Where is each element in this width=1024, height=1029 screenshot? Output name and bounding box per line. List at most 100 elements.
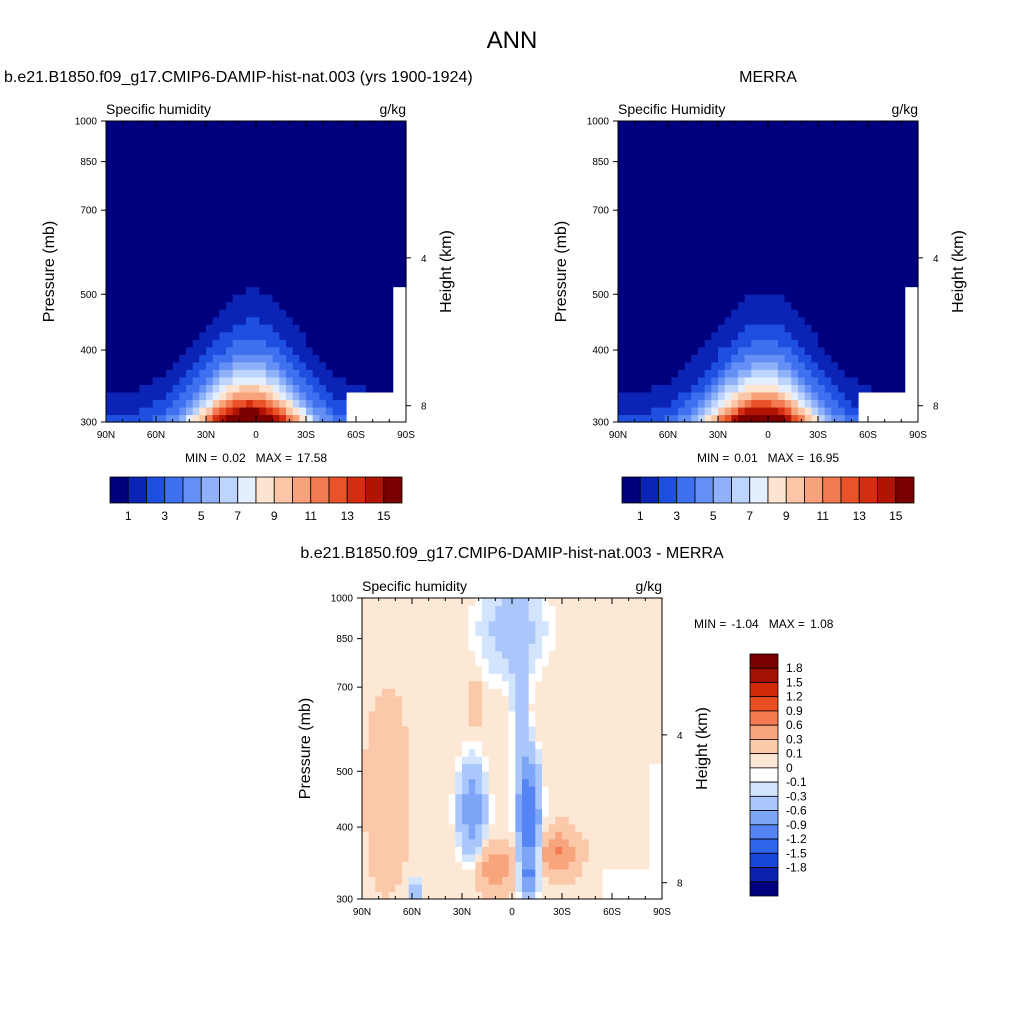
field-cell [402, 628, 410, 637]
field-cell [818, 136, 826, 145]
field-cell [724, 354, 732, 363]
field-cell [326, 316, 334, 325]
field-cell [698, 271, 706, 280]
field-cell [462, 763, 470, 772]
field-cell [462, 853, 470, 862]
field-cell [595, 725, 603, 735]
field-cell [399, 188, 407, 197]
field-cell [212, 211, 220, 220]
field-cell [332, 248, 340, 258]
field-cell [678, 218, 686, 227]
field-cell [139, 399, 147, 408]
field-cell [292, 128, 300, 137]
field-cell [624, 166, 632, 175]
field-cell [678, 151, 686, 160]
field-cell [368, 823, 376, 832]
field-cell [555, 695, 563, 704]
field-cell [448, 605, 456, 614]
field-cell [422, 665, 430, 674]
field-cell [575, 665, 583, 674]
field-cell [408, 771, 416, 780]
field-cell [758, 196, 766, 205]
field-cell [239, 294, 247, 303]
field-cell [724, 361, 732, 370]
field-cell [891, 324, 899, 333]
field-cell [684, 399, 692, 408]
field-cell [219, 218, 227, 227]
field-cell [259, 406, 267, 416]
field-cell [804, 158, 812, 167]
field-cell [368, 778, 376, 787]
field-cell [219, 316, 227, 325]
field-cell [428, 853, 436, 862]
field-cell [548, 763, 556, 772]
field-cell [864, 309, 872, 318]
field-cell [651, 391, 659, 401]
field-cell [272, 279, 280, 288]
field-cell [684, 128, 692, 137]
field-cell [684, 143, 692, 152]
field-cell [522, 598, 530, 607]
field-cell [555, 665, 563, 674]
field-cell [442, 710, 450, 720]
field-cell [206, 414, 214, 423]
field-cell [306, 256, 314, 265]
field-cell [272, 263, 280, 273]
field-cell [246, 166, 254, 175]
field-cell [582, 665, 590, 674]
field-cell [139, 324, 147, 333]
field-cell [904, 226, 912, 235]
field-cell [871, 361, 879, 370]
field-cell [159, 339, 167, 348]
field-cell [764, 301, 772, 310]
field-cell [279, 256, 287, 265]
field-cell [764, 196, 772, 205]
field-cell [172, 406, 180, 416]
field-cell [638, 166, 646, 175]
field-cell [482, 756, 490, 765]
field-cell [119, 256, 127, 265]
field-cell [448, 628, 456, 637]
field-cell [179, 354, 187, 363]
field-cell [132, 128, 140, 137]
field-cell [644, 218, 652, 227]
field-cell [678, 399, 686, 408]
field-cell [375, 891, 383, 900]
field-cell [219, 188, 227, 197]
field-cell [475, 598, 483, 607]
field-cell [711, 136, 719, 145]
field-cell [502, 725, 510, 735]
field-cell [784, 166, 792, 175]
field-cell [375, 808, 383, 817]
field-cell [724, 211, 732, 220]
field-cell [522, 643, 530, 652]
field-cell [272, 248, 280, 258]
field-cell [811, 233, 819, 243]
field-cell [831, 294, 839, 303]
field-cell [508, 658, 516, 667]
field-cell [319, 256, 327, 265]
field-cell [382, 725, 390, 735]
field-cell [528, 740, 536, 750]
field-cell [588, 718, 596, 727]
field-cell [731, 309, 739, 318]
field-cell [272, 121, 280, 130]
field-cell [878, 324, 886, 333]
field-cell [388, 831, 396, 840]
field-cell [548, 740, 556, 750]
field-cell [744, 384, 752, 393]
field-cell [382, 613, 390, 622]
field-cell [186, 414, 194, 423]
field-cell [804, 406, 812, 416]
field-cell [106, 136, 114, 145]
field-cell [631, 211, 639, 220]
field-cell [898, 376, 906, 385]
field-cell [332, 316, 340, 325]
field-cell [508, 868, 516, 878]
field-cell [279, 218, 287, 227]
field-cell [152, 166, 160, 175]
field-cell [339, 196, 347, 205]
field-cell [638, 354, 646, 363]
field-cell [106, 248, 114, 258]
field-cell [299, 309, 307, 318]
